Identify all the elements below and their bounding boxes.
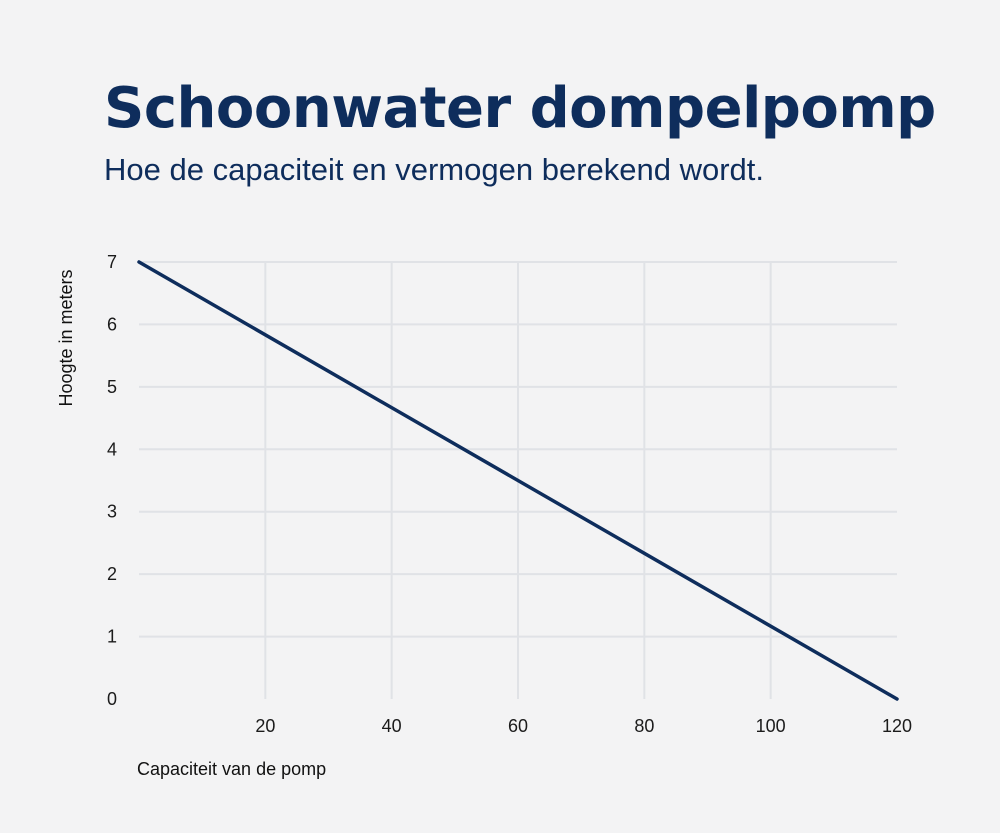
x-axis-label: Capaciteit van de pomp [137, 759, 326, 779]
grid-lines [139, 261, 897, 699]
x-ticks: 20 40 60 80 100 120 [255, 716, 912, 736]
y-tick-label: 1 [107, 627, 117, 647]
y-tick-label: 5 [107, 377, 117, 397]
y-tick-label: 0 [107, 689, 117, 709]
series-lines [137, 260, 899, 701]
series-line [137, 260, 899, 701]
x-tick-label: 120 [882, 716, 912, 736]
x-tick-label: 80 [634, 716, 654, 736]
chart-subtitle: Hoe de capaciteit en vermogen berekend w… [104, 152, 765, 187]
x-tick-label: 100 [756, 716, 786, 736]
y-tick-label: 2 [107, 564, 117, 584]
y-tick-label: 3 [107, 502, 117, 522]
y-tick-label: 6 [107, 314, 117, 334]
y-ticks: 0 1 2 3 4 5 6 7 [107, 252, 117, 709]
chart-title: Schoonwater dompelpomp [104, 76, 936, 141]
y-tick-label: 4 [107, 439, 117, 459]
x-tick-label: 20 [255, 716, 275, 736]
y-tick-label: 7 [107, 252, 117, 272]
x-tick-label: 60 [508, 716, 528, 736]
y-axis-label: Hoogte in meters [56, 269, 76, 406]
x-tick-label: 40 [382, 716, 402, 736]
